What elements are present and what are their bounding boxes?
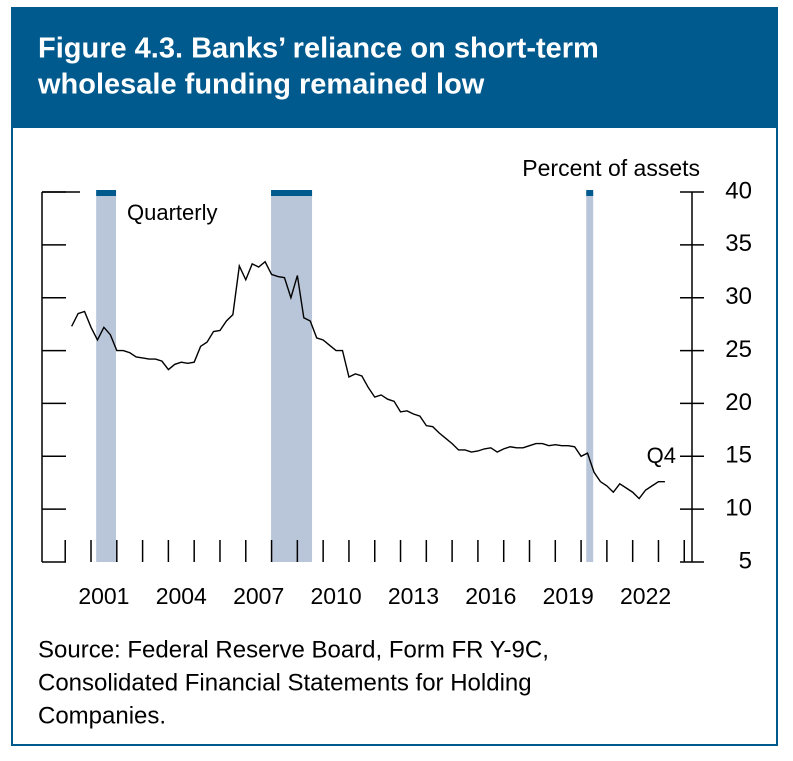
y-tick-label: 10 bbox=[725, 494, 752, 521]
x-tick-label: 2019 bbox=[543, 583, 594, 609]
source: Source: Federal Reserve Board, Form FR Y… bbox=[38, 636, 549, 663]
chart-title: wholesale funding remained low bbox=[37, 69, 485, 101]
recession-cap bbox=[96, 190, 117, 196]
y-tick-label: 20 bbox=[725, 389, 752, 416]
chart-title: Figure 4.3. Banks’ reliance on short-ter… bbox=[38, 33, 599, 65]
annotation: Quarterly bbox=[127, 200, 217, 225]
recession-band bbox=[271, 192, 313, 562]
y-tick-label: 30 bbox=[725, 283, 752, 310]
y-axis-label: Percent of assets bbox=[522, 155, 700, 181]
header bbox=[12, 8, 777, 128]
recession-band bbox=[586, 192, 594, 562]
x-tick-label: 2013 bbox=[388, 583, 439, 609]
y-tick-label: 5 bbox=[739, 547, 752, 574]
x-tick-label: 2004 bbox=[156, 583, 207, 609]
recession-cap bbox=[586, 190, 594, 196]
y-tick-label: 25 bbox=[725, 336, 752, 363]
y-tick-label: 35 bbox=[725, 230, 752, 257]
recession-cap bbox=[271, 190, 313, 196]
source: Consolidated Financial Statements for Ho… bbox=[38, 669, 532, 696]
annotation: Q4 bbox=[647, 443, 676, 468]
x-tick-label: 2022 bbox=[620, 583, 671, 609]
data-line bbox=[71, 260, 665, 500]
x-tick-label: 2007 bbox=[233, 583, 284, 609]
y-tick-label: 40 bbox=[725, 177, 752, 204]
recession-band bbox=[96, 192, 117, 562]
source: Companies. bbox=[38, 702, 166, 729]
frame bbox=[11, 7, 778, 746]
y-tick-label: 15 bbox=[725, 442, 752, 469]
x-tick-label: 2001 bbox=[78, 583, 129, 609]
x-tick-label: 2010 bbox=[310, 583, 361, 609]
x-tick-label: 2016 bbox=[465, 583, 516, 609]
